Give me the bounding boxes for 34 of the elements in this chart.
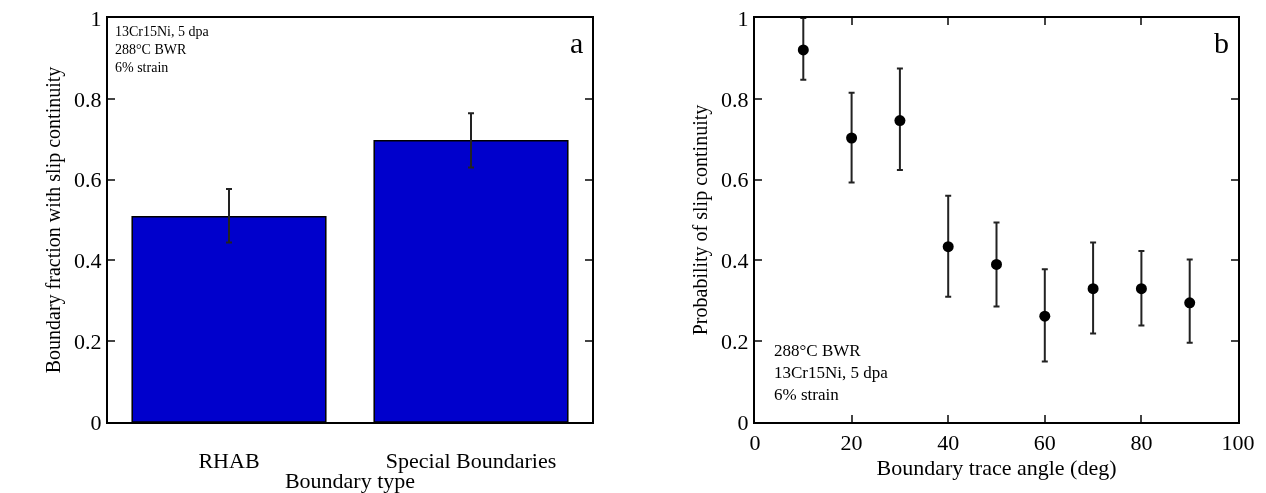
x-tick-label: 60 xyxy=(1033,430,1056,456)
x-tick-label: 100 xyxy=(1221,430,1255,456)
annotation: 13Cr15Ni, 5 dpa 288°C BWR 6% strain xyxy=(115,24,210,76)
point xyxy=(846,132,858,144)
point xyxy=(942,241,954,253)
y-tick-label: 0.8 xyxy=(721,86,749,112)
y-tick-label: 0 xyxy=(737,409,749,435)
point xyxy=(1039,310,1051,322)
y-tick-label: 0.4 xyxy=(721,248,749,274)
point xyxy=(1184,297,1196,309)
y-tick-label: 0.6 xyxy=(74,167,102,193)
x-tick-label: 20 xyxy=(840,430,863,456)
annotation: b xyxy=(1214,26,1229,59)
point xyxy=(1087,283,1099,295)
x-axis-title: Boundary trace angle (deg) xyxy=(876,455,1117,481)
annotation: 288°C BWR 13Cr15Ni, 5 dpa 6% strain xyxy=(774,341,889,405)
point xyxy=(797,44,809,56)
y-tick-label: 0.2 xyxy=(74,328,102,354)
y-tick-label: 0.2 xyxy=(721,328,749,354)
y-tick-label: 0.8 xyxy=(74,86,102,112)
y-tick-label: 0 xyxy=(90,409,102,435)
y-tick-label: 1 xyxy=(90,5,102,31)
y-tick-label: 0.6 xyxy=(721,167,749,193)
x-tick-label: RHAB xyxy=(198,448,260,474)
point xyxy=(991,258,1002,270)
x-tick-label: 40 xyxy=(937,430,960,456)
point xyxy=(1135,283,1147,295)
y-tick-label: 1 xyxy=(737,5,749,31)
y-axis-title: Boundary fraction with slip continuity xyxy=(42,66,66,374)
y-axis-title: Probability of slip continuity xyxy=(689,104,713,336)
point xyxy=(894,115,906,127)
x-tick-label: 80 xyxy=(1130,430,1153,456)
y-tick-label: 0.4 xyxy=(74,248,102,274)
annotation: a xyxy=(570,26,584,59)
